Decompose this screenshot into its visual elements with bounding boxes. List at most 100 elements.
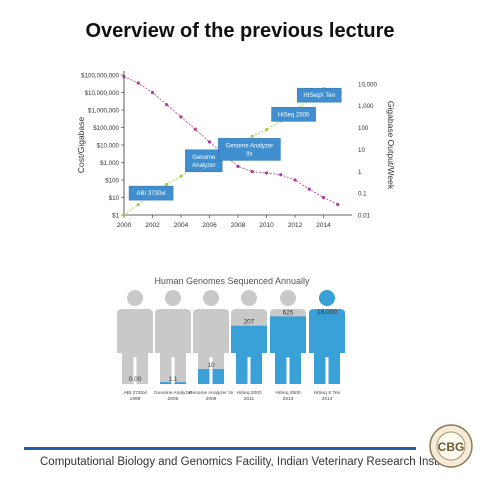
output-point [179, 174, 183, 178]
output-point [136, 203, 140, 207]
annotation-label: HiSeqX Ten [303, 93, 335, 99]
human-head [165, 290, 181, 306]
human-name-label: Genome Analyzer IIx [189, 390, 234, 396]
human-year-label: 2013 [283, 396, 294, 402]
cost-point [150, 90, 155, 95]
annotation-label: Genome [192, 155, 216, 161]
human-head [203, 290, 219, 306]
y-tick-label: $100 [105, 178, 119, 185]
annotation-label: HiSeq 2500 [278, 112, 310, 118]
annotation-rect [185, 149, 223, 173]
human-head [241, 290, 257, 306]
annotation-rect [128, 185, 174, 201]
y-tick-label: $1,000,000 [88, 108, 120, 115]
human-head [127, 290, 143, 306]
human-name-label: HiSeq 2500 [275, 390, 300, 396]
x-tick-label: 2006 [202, 222, 217, 229]
x-tick-label: 2014 [316, 222, 331, 229]
cost-point [136, 81, 140, 85]
annotation-box: HiSeq 2500 [271, 107, 316, 122]
sequencing-cost-chart: $100,000,000 $10,000,000 $1,000,000 $100,00… [76, 71, 396, 229]
cost-point [236, 164, 240, 168]
y2-tick-label: 0.1 [358, 191, 367, 198]
human-chart-title: Human Genomes Sequenced Annually [154, 276, 310, 286]
annotation-box: Genome Analyzer IIx [218, 138, 281, 161]
human-value-label: 625 [283, 309, 294, 316]
output-point [122, 213, 126, 217]
annotation-box: Genome Analyzer [185, 149, 223, 173]
x-tick-label: 2010 [259, 222, 274, 229]
human-year-label: 2009 [206, 396, 217, 402]
y-axis-label: Cost/Gigabase [76, 117, 86, 173]
cost-point [207, 140, 212, 144]
y2-tick-label: 1,000 [358, 103, 374, 110]
cbg-logo: CBG [429, 424, 473, 468]
human-fill [270, 316, 306, 384]
cost-point [293, 178, 297, 182]
y2-tick-label: 1 [358, 169, 362, 176]
slide-title: Overview of the previous lecture [85, 20, 395, 42]
cost-point [321, 195, 326, 200]
cost-point [179, 115, 183, 119]
human-value-label: 1.1 [168, 376, 177, 383]
cost-point [250, 170, 254, 174]
annotation-label: Analyzer [192, 163, 215, 169]
human-value-label: 0.00 [129, 376, 142, 383]
human-fill [193, 368, 229, 384]
human-name-label: Genome Analyzer [154, 390, 193, 396]
annotation-box: HiSeqX Ten [296, 87, 342, 103]
output-point [165, 182, 169, 186]
annotation-label: Genome Analyzer [226, 143, 274, 149]
human-fill [309, 290, 345, 384]
human-head [280, 290, 296, 306]
x-tick-label: 2002 [145, 222, 160, 229]
cost-chart-lines [122, 75, 340, 217]
human-fill [231, 325, 267, 384]
cost-point [264, 171, 269, 175]
human-value-label: 18,000 [317, 309, 337, 316]
y-tick-label: $100,000,000 [81, 73, 119, 80]
cost-point [279, 173, 283, 177]
human-body [155, 309, 191, 384]
human-year-label: 1999 [130, 396, 141, 402]
human-name-label: HiSeq X Ten [314, 390, 341, 396]
footer-text: Computational Biology and Genomics Facil… [40, 456, 460, 468]
y-tick-label: $10,000 [97, 143, 120, 150]
human-value-label: 207 [244, 319, 255, 326]
human-name-label: ABI 3730xl [123, 390, 146, 396]
annotation-rect [218, 138, 281, 161]
human-year-label: 2011 [244, 396, 255, 402]
x-tick-label: 2000 [117, 222, 132, 229]
cost-line [123, 76, 338, 205]
y-tick-label: $1 [112, 213, 119, 220]
y-tick-label: $10 [109, 195, 120, 202]
y2-tick-label: 10,000 [358, 81, 377, 88]
cost-point [336, 202, 340, 207]
annotation-label: IIx [246, 151, 252, 157]
y2-tick-label: 100 [358, 125, 369, 132]
cost-point [193, 127, 197, 131]
human-year-label: 2005 [168, 396, 179, 402]
y2-axis-label: Gigabase Output/Week [386, 101, 396, 190]
cost-chart-axes: $100,000,000 $10,000,000 $1,000,000 $100,00… [76, 71, 396, 229]
y2-tick-label: 0.01 [358, 213, 371, 220]
y-tick-label: $100,000 [93, 125, 119, 132]
y2-tick-label: 10 [358, 147, 365, 154]
human-body [193, 309, 229, 384]
x-tick-label: 2012 [288, 222, 303, 229]
cost-point [307, 187, 311, 191]
y-tick-label: $1,000 [100, 160, 119, 167]
human-year-label: 2014 [322, 396, 333, 402]
annotation-label: ABI 3730xl [137, 191, 166, 197]
human-body [117, 309, 153, 384]
cost-point [122, 75, 126, 79]
svg-text:CBG: CBG [438, 440, 465, 454]
